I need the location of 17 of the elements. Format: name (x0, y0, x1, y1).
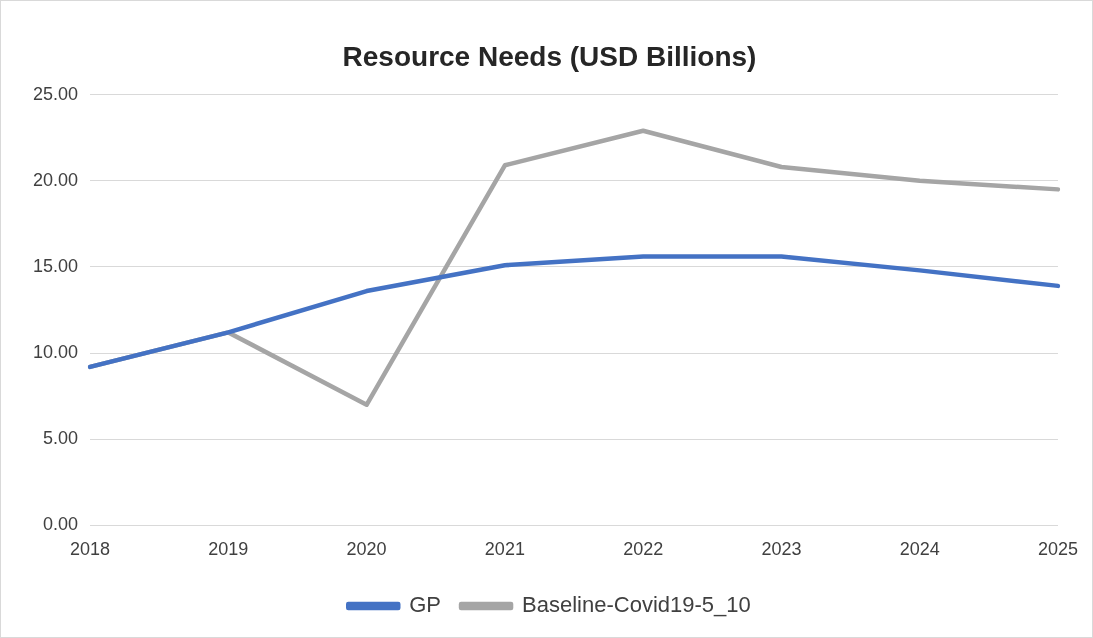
x-tick-label: 2019 (208, 539, 249, 560)
x-tick-label: 2024 (899, 539, 940, 560)
legend-label: Baseline-Covid19-5_10 (522, 592, 751, 618)
y-tick-label: 25.00 (33, 83, 79, 104)
x-tick-label: 2022 (623, 539, 664, 560)
x-tick-label: 2023 (761, 539, 802, 560)
y-tick-label: 0.00 (43, 514, 79, 535)
chart-title: Resource Needs (USD Billions) (342, 40, 757, 72)
x-tick-label: 2018 (70, 539, 111, 560)
y-tick-label: 15.00 (33, 255, 79, 276)
x-tick-label: 2021 (484, 539, 525, 560)
y-tick-label: 10.00 (33, 342, 79, 363)
x-tick-label: 2020 (346, 539, 387, 560)
y-tick-label: 5.00 (43, 428, 79, 449)
legend-label: GP (409, 592, 442, 618)
y-tick-label: 20.00 (33, 169, 79, 190)
x-tick-label: 2025 (1037, 539, 1078, 560)
